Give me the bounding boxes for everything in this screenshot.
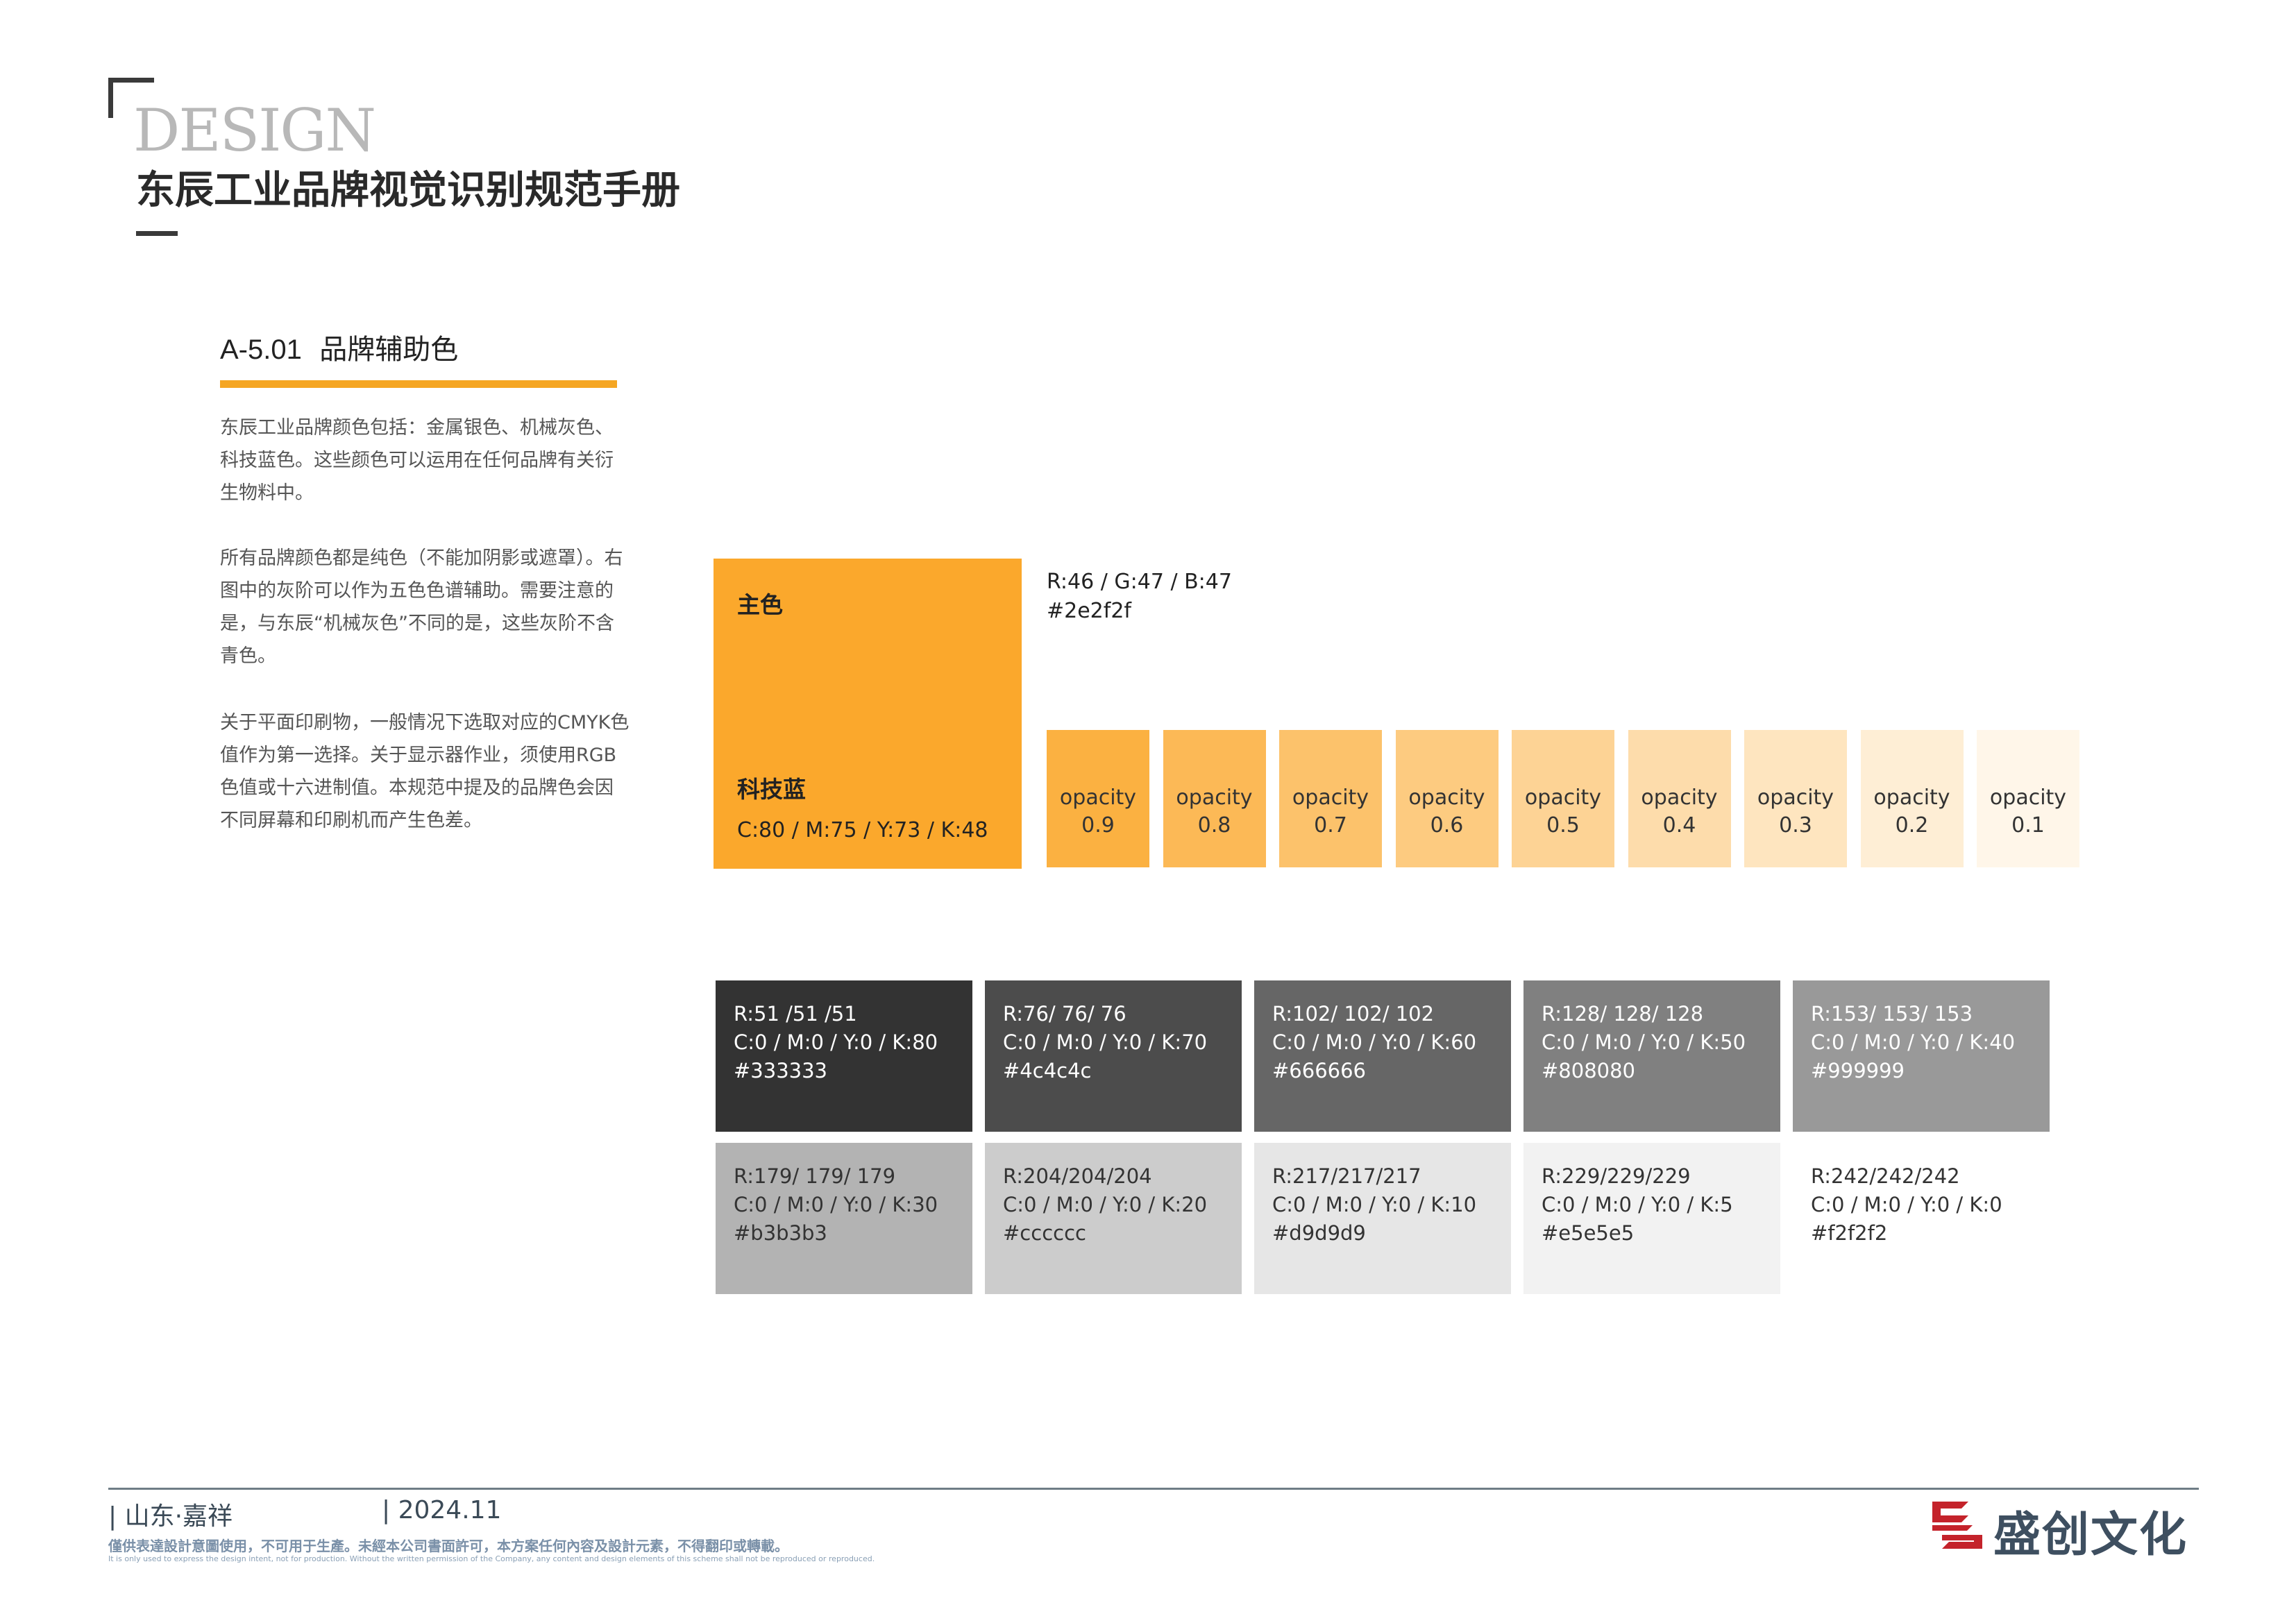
opacity-swatch-value: 0.4 [1662, 813, 1696, 838]
brand-name: 盛创文化 [1993, 1508, 2188, 1563]
opacity-swatch-value: 0.9 [1081, 813, 1115, 838]
main-color-name: 科技蓝 [737, 776, 806, 803]
gray-swatch-cmyk: C:0 / M:0 / Y:0 / K:60 [1272, 1030, 1477, 1054]
gray-swatch: R:102/ 102/ 102 C:0 / M:0 / Y:0 / K:60 #66… [1254, 980, 1511, 1132]
gray-swatch: R:217/217/217 C:0 / M:0 / Y:0 / K:10 #d9d9… [1254, 1143, 1511, 1294]
gray-swatch: R:179/ 179/ 179 C:0 / M:0 / Y:0 / K:30 #b3… [716, 1143, 972, 1294]
section-name: 品牌辅助色 [319, 334, 459, 366]
document-title: 东辰工业品牌视觉识别规范手册 [136, 168, 680, 213]
gray-swatch: R:76/ 76/ 76 C:0 / M:0 / Y:0 / K:70 #4c4c4… [985, 980, 1242, 1132]
gray-swatch-hex: #999999 [1811, 1059, 1905, 1082]
opacity-swatch: opacity 0.4 [1628, 730, 1731, 867]
opacity-swatch-value: 0.6 [1430, 813, 1464, 838]
opacity-swatch-value: 0.2 [1895, 813, 1929, 838]
main-color-swatch: 主色 科技蓝 C:80 / M:75 / Y:73 / K:48 [714, 559, 1022, 869]
opacity-swatch-label: opacity [1176, 785, 1253, 810]
corner-mark-vertical [108, 78, 113, 118]
gray-swatch-rgb: R:217/217/217 [1272, 1164, 1421, 1188]
opacity-swatch: opacity 0.7 [1279, 730, 1382, 867]
gray-swatch: R:51 /51 /51 C:0 / M:0 / Y:0 / K:80 #33333… [716, 980, 972, 1132]
section-accent-bar [220, 380, 617, 388]
main-color-cmyk: C:80 / M:75 / Y:73 / K:48 [737, 818, 988, 842]
opacity-swatch-value: 0.1 [2011, 813, 2045, 838]
main-color-hex: #2e2f2f [1047, 599, 1131, 623]
gray-swatch-rgb: R:229/229/229 [1542, 1164, 1691, 1188]
footer-location: | 山东·嘉祥 [108, 1502, 233, 1531]
description-paragraph-2: 所有品牌颜色都是纯色（不能加阴影或遮罩）。右图中的灰阶可以作为五色色谱辅助。需要… [220, 547, 623, 667]
gray-swatch-cmyk: C:0 / M:0 / Y:0 / K:0 [1811, 1193, 2002, 1216]
opacity-swatch-value: 0.8 [1197, 813, 1231, 838]
opacity-swatch-label: opacity [1989, 785, 2067, 810]
footer-disclaimer: 僅供表達設計意圖使用，不可用于生產。未經本公司書面許可，本方案任何內容及設計元素… [108, 1538, 788, 1554]
gray-swatch: R:153/ 153/ 153 C:0 / M:0 / Y:0 / K:40 #99… [1793, 980, 2050, 1132]
opacity-swatch: opacity 0.6 [1395, 730, 1499, 867]
opacity-swatch: opacity 0.1 [1977, 730, 2079, 867]
opacity-swatch-label: opacity [1292, 785, 1369, 810]
gray-swatch-rgb: R:242/242/242 [1811, 1164, 1960, 1188]
gray-swatch-hex: #333333 [734, 1059, 828, 1082]
gray-swatch-rgb: R:204/204/204 [1003, 1164, 1152, 1188]
gray-swatch-hex: #666666 [1272, 1059, 1367, 1082]
gray-swatch-cmyk: C:0 / M:0 / Y:0 / K:5 [1542, 1193, 1733, 1216]
opacity-swatch-label: opacity [1408, 785, 1485, 810]
gray-swatch-rgb: R:102/ 102/ 102 [1272, 1002, 1435, 1026]
gray-swatch-cmyk: C:0 / M:0 / Y:0 / K:80 [734, 1030, 938, 1054]
opacity-swatch: opacity 0.2 [1860, 730, 1964, 867]
opacity-swatch: opacity 0.8 [1163, 730, 1266, 867]
gray-swatch-cmyk: C:0 / M:0 / Y:0 / K:20 [1003, 1193, 1208, 1216]
title-underline [136, 231, 178, 236]
gray-swatch-hex: #808080 [1542, 1059, 1636, 1082]
gray-swatch: R:128/ 128/ 128 C:0 / M:0 / Y:0 / K:50 #80… [1523, 980, 1780, 1132]
opacity-swatch-label: opacity [1873, 785, 1950, 810]
gray-swatch-cmyk: C:0 / M:0 / Y:0 / K:10 [1272, 1193, 1477, 1216]
gray-swatch-rgb: R:76/ 76/ 76 [1003, 1002, 1126, 1026]
gray-swatch-hex: #f2f2f2 [1811, 1221, 1888, 1245]
footer-divider [108, 1488, 2199, 1490]
main-color-values: R:46 / G:47 / B:47 #2e2f2f [1047, 568, 1232, 626]
opacity-swatch-label: opacity [1524, 785, 1602, 810]
opacity-swatch-value: 0.3 [1779, 813, 1812, 838]
gray-swatch-hex: #d9d9d9 [1272, 1221, 1366, 1245]
opacity-swatch-label: opacity [1757, 785, 1834, 810]
gray-swatch-rgb: R:153/ 153/ 153 [1811, 1002, 1973, 1026]
gray-swatch-rgb: R:128/ 128/ 128 [1542, 1002, 1704, 1026]
gray-swatch-cmyk: C:0 / M:0 / Y:0 / K:30 [734, 1193, 938, 1216]
opacity-swatch-value: 0.5 [1546, 813, 1580, 838]
gray-swatch-rgb: R:51 /51 /51 [734, 1002, 857, 1026]
opacity-swatch: opacity 0.9 [1047, 730, 1149, 867]
footer-disclaimer-en: It is only used to express the design in… [108, 1554, 875, 1563]
opacity-swatch: opacity 0.3 [1744, 730, 1847, 867]
opacity-swatch: opacity 0.5 [1512, 730, 1614, 867]
gray-swatch-rgb: R:179/ 179/ 179 [734, 1164, 896, 1188]
gray-swatch-hex: #4c4c4c [1003, 1059, 1092, 1082]
design-heading: DESIGN [133, 96, 376, 164]
opacity-swatch-label: opacity [1641, 785, 1718, 810]
gray-swatch-cmyk: C:0 / M:0 / Y:0 / K:50 [1542, 1030, 1746, 1054]
brand-logo-icon [1932, 1502, 1982, 1549]
footer-date: | 2024.11 [382, 1496, 502, 1524]
gray-swatch: R:242/242/242 C:0 / M:0 / Y:0 / K:0 #f2f2f… [1793, 1143, 2050, 1294]
gray-swatch: R:204/204/204 C:0 / M:0 / Y:0 / K:20 #cccc… [985, 1143, 1242, 1294]
gray-swatch: R:229/229/229 C:0 / M:0 / Y:0 / K:5 #e5e5e… [1523, 1143, 1780, 1294]
gray-swatch-hex: #b3b3b3 [734, 1221, 827, 1245]
opacity-swatch-value: 0.7 [1314, 813, 1347, 838]
gray-swatch-cmyk: C:0 / M:0 / Y:0 / K:40 [1811, 1030, 2016, 1054]
section-code: A-5.01 [220, 334, 302, 365]
gray-swatch-cmyk: C:0 / M:0 / Y:0 / K:70 [1003, 1030, 1208, 1054]
main-color-label: 主色 [737, 591, 783, 618]
description-paragraph-3: 关于平面印刷物，一般情况下选取对应的CMYK色值作为第一选择。关于显示器作业，须… [220, 712, 630, 831]
section-title: A-5.01 品牌辅助色 [220, 334, 458, 365]
gray-swatch-hex: #e5e5e5 [1542, 1221, 1635, 1245]
gray-swatch-hex: #cccccc [1003, 1221, 1086, 1245]
opacity-swatch-label: opacity [1059, 785, 1137, 810]
corner-mark-horizontal [108, 78, 154, 83]
main-color-rgb: R:46 / G:47 / B:47 [1047, 570, 1232, 594]
description-paragraph-1: 东辰工业品牌颜色包括：金属银色、机械灰色、科技蓝色。这些颜色可以运用在任何品牌有… [220, 417, 614, 504]
